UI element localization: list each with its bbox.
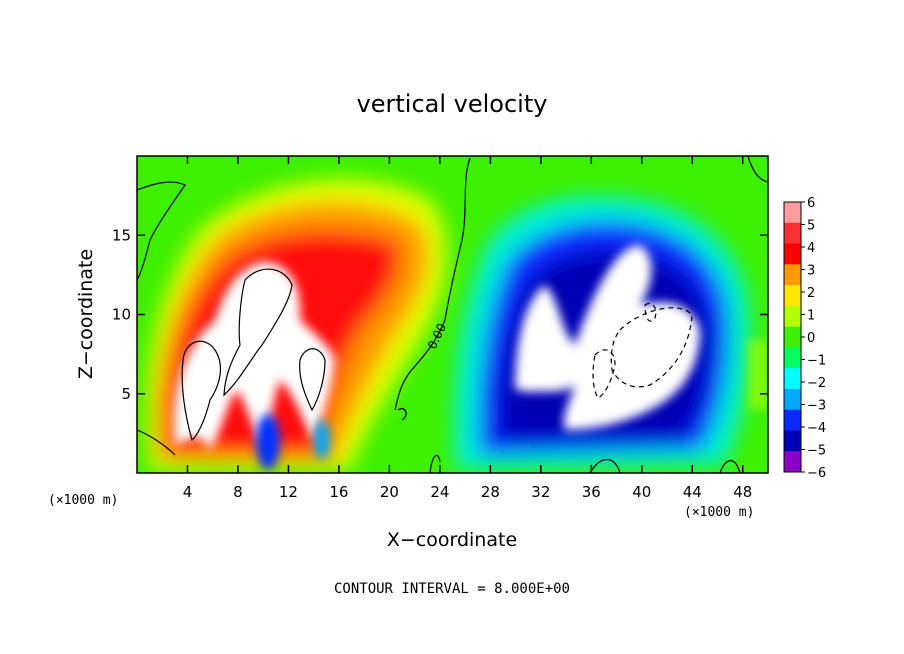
colorbar-swatch xyxy=(784,388,801,411)
zero-contour-middle xyxy=(394,157,471,411)
x-tick-label: 24 xyxy=(430,483,449,501)
negative-contour-3 xyxy=(644,302,657,322)
zero-contour-bottom-2 xyxy=(397,408,407,421)
colorbar-label: −1 xyxy=(807,354,826,369)
x-tick-label: 44 xyxy=(683,483,702,501)
colorbar-swatch xyxy=(784,430,801,452)
colorbar-label: 3 xyxy=(807,264,815,279)
x-unit-label: (×1000 m) xyxy=(684,505,754,520)
colorbar-swatch xyxy=(784,326,801,348)
zero-contour-bottom-3 xyxy=(589,458,621,473)
x-tick-label: 48 xyxy=(733,483,752,501)
zero-contour-bottom-4 xyxy=(719,460,741,473)
positive-contour-3 xyxy=(299,348,326,412)
zero-contour-bottom-1 xyxy=(137,429,176,456)
x-tick-label: 4 xyxy=(183,483,193,501)
zero-contour-top-right xyxy=(747,156,768,183)
colorbar-swatch xyxy=(784,264,801,286)
right-edge-band xyxy=(748,340,768,410)
colorbar-label: −4 xyxy=(807,421,826,436)
colorbar-swatch xyxy=(784,347,801,369)
zero-contour-left xyxy=(137,181,186,281)
downdraft-cell-blue xyxy=(256,414,280,470)
contour-interval-note: CONTOUR INTERVAL = 8.000E+00 xyxy=(334,581,570,597)
downdraft-core xyxy=(515,245,700,430)
colorbar-swatch xyxy=(784,222,801,245)
colorbar-label: 5 xyxy=(807,219,815,234)
field-shading xyxy=(146,179,768,471)
x-tick-label: 36 xyxy=(582,483,601,501)
y-axis: 5 10 15 xyxy=(112,226,768,403)
x-axis: 4 8 12 16 20 24 28 32 36 40 44 48 xyxy=(183,156,752,501)
colorbar-label: 6 xyxy=(807,196,815,211)
colorbar-swatch xyxy=(784,409,801,431)
colorbar-swatch xyxy=(784,451,801,473)
x-tick-label: 32 xyxy=(531,483,550,501)
positive-contour-2 xyxy=(181,340,222,442)
colorbar-label: 1 xyxy=(807,309,815,324)
colorbar-swatch xyxy=(784,305,801,328)
colorbar-label: 2 xyxy=(807,286,815,301)
x-tick-label: 40 xyxy=(632,483,651,501)
positive-contour-1 xyxy=(223,268,293,397)
y-tick-label: 5 xyxy=(121,385,131,403)
y-tick-label: 10 xyxy=(112,306,131,324)
x-tick-label: 12 xyxy=(279,483,298,501)
negative-contour-2 xyxy=(592,349,616,399)
colorbar-label: −5 xyxy=(807,444,826,459)
x-axis-label: X−coordinate xyxy=(387,529,517,551)
colorbar-swatch xyxy=(784,285,801,307)
colorbar: 6 5 4 3 2 1 0 −1 −2 −3 −4 −5 −6 xyxy=(783,196,826,481)
contours xyxy=(137,156,768,473)
colorbar-label: −2 xyxy=(807,376,826,391)
colorbar-swatch xyxy=(784,243,801,265)
chart-title: vertical velocity xyxy=(357,90,548,118)
y-axis-label: Z−coordinate xyxy=(75,249,97,379)
downdraft-cell-cyan xyxy=(314,420,330,460)
colorbar-swatch xyxy=(784,368,801,390)
colorbar-label: −6 xyxy=(807,466,826,481)
colorbar-swatch xyxy=(784,202,801,224)
x-tick-label: 20 xyxy=(380,483,399,501)
x-tick-label: 8 xyxy=(233,483,243,501)
zero-contour-bottom-5 xyxy=(429,454,441,473)
plot-area: 0.00 xyxy=(137,156,768,473)
x-tick-label: 16 xyxy=(329,483,348,501)
colorbar-label: 0 xyxy=(807,331,815,346)
colorbar-label: −3 xyxy=(807,399,826,414)
x-tick-label: 28 xyxy=(481,483,500,501)
negative-contour-1 xyxy=(610,307,693,388)
y-tick-label: 15 xyxy=(112,226,131,244)
colorbar-label: 4 xyxy=(807,241,815,256)
y-unit-label: (×1000 m) xyxy=(48,493,118,508)
